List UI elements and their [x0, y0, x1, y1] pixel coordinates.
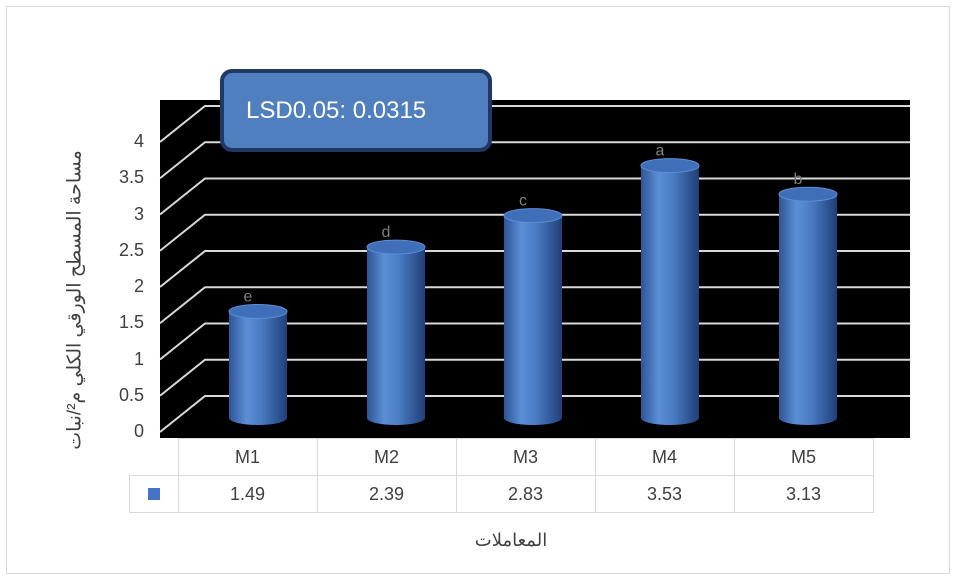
category-label: M5	[733, 438, 874, 476]
bar-body	[504, 215, 562, 425]
x-axis-label: المعاملات	[474, 530, 548, 550]
y-tick-label: 2	[133, 276, 144, 296]
bar-body	[367, 247, 425, 425]
gridline	[159, 105, 910, 143]
bars	[228, 158, 838, 426]
data-value: 1.49	[177, 475, 318, 513]
data-table-value-row: 1.49 2.39 2.83 3.53 3.13	[129, 475, 874, 513]
significance-letter: b	[794, 171, 803, 188]
data-table-corner	[129, 438, 179, 476]
y-axis-label: مساحة المسطح الورقي الكلي م²/نبات	[64, 150, 86, 450]
lsd-annotation: LSD0.05: 0.0315	[220, 69, 492, 152]
y-tick-label: 0.5	[118, 384, 144, 405]
category-label: M4	[594, 438, 735, 476]
y-tick-label: 1	[133, 348, 144, 369]
category-label: M2	[316, 438, 457, 476]
significance-letter: d	[382, 224, 391, 241]
significance-letters: e d c a b	[244, 143, 803, 306]
bar	[228, 303, 288, 425]
bar-top	[778, 186, 838, 202]
bar	[503, 208, 563, 425]
y-tick-label: 1.5	[118, 312, 144, 333]
bar-body	[779, 194, 837, 425]
data-value: 2.39	[316, 475, 457, 513]
significance-letter: e	[244, 288, 253, 305]
y-tick-label: 0	[133, 421, 144, 441]
data-value: 3.13	[733, 475, 874, 513]
data-value: 3.53	[594, 475, 735, 513]
y-tick-label: 4	[133, 131, 144, 151]
category-label: M1	[177, 438, 318, 476]
y-tick-label: 2.5	[118, 239, 144, 260]
bar-top	[640, 158, 700, 174]
bar-top	[228, 303, 288, 319]
bar	[778, 186, 838, 425]
significance-letter: c	[519, 193, 527, 210]
bar-top	[366, 239, 426, 255]
category-label: M3	[455, 438, 596, 476]
y-tick-label: 3	[133, 203, 144, 224]
bar	[640, 158, 700, 426]
y-tick-label: 3.5	[118, 167, 144, 188]
bar-body	[641, 165, 699, 426]
legend-key-icon	[147, 487, 160, 500]
bar-body	[229, 311, 287, 425]
data-table: M1 M2 M3 M4 M5 1.49 2.39 2.83 3.53 3.13	[129, 438, 874, 513]
data-table-header-row: M1 M2 M3 M4 M5	[129, 438, 874, 476]
bar-top	[503, 208, 563, 224]
data-value: 2.83	[455, 475, 596, 513]
bar	[366, 239, 426, 425]
legend-key-cell	[129, 475, 179, 513]
significance-letter: a	[656, 143, 665, 160]
gridline	[159, 141, 910, 180]
